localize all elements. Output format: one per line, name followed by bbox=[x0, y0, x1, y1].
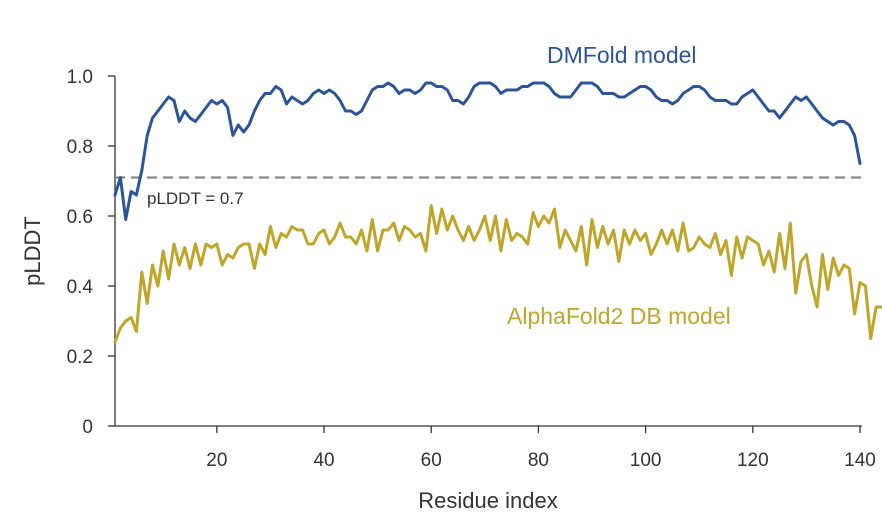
y-tick-label: 0.2 bbox=[67, 347, 93, 368]
y-axis-title: pLDDT bbox=[20, 216, 45, 286]
x-tick-label: 140 bbox=[844, 450, 876, 471]
y-tick-label: 0.6 bbox=[67, 207, 93, 228]
series-label-alphafold2: AlphaFold2 DB model bbox=[507, 303, 731, 329]
x-tick-label: 60 bbox=[421, 450, 442, 471]
series-line-1 bbox=[113, 204, 882, 344]
series-label-dmfold: DMFold model bbox=[547, 42, 697, 68]
series-line-0 bbox=[113, 81, 862, 221]
y-tick-label: 1.0 bbox=[67, 67, 93, 88]
x-tick-label: 40 bbox=[313, 450, 334, 471]
y-tick-label: 0 bbox=[82, 417, 93, 438]
series-group bbox=[113, 81, 882, 344]
x-tick-label: 80 bbox=[528, 450, 549, 471]
y-ticks: 0 0.2 0.4 0.6 0.8 1.0 bbox=[67, 67, 115, 438]
x-axis-title: Residue index bbox=[418, 488, 557, 513]
threshold-label: pLDDT = 0.7 bbox=[147, 189, 244, 208]
axes bbox=[114, 76, 862, 427]
x-tick-label: 20 bbox=[206, 450, 227, 471]
y-tick-label: 0.8 bbox=[67, 137, 93, 158]
x-ticks: 20 40 60 80 100 120 140 bbox=[206, 426, 876, 471]
x-tick-label: 120 bbox=[737, 450, 769, 471]
x-tick-label: 100 bbox=[630, 450, 662, 471]
y-tick-label: 0.4 bbox=[67, 277, 94, 298]
